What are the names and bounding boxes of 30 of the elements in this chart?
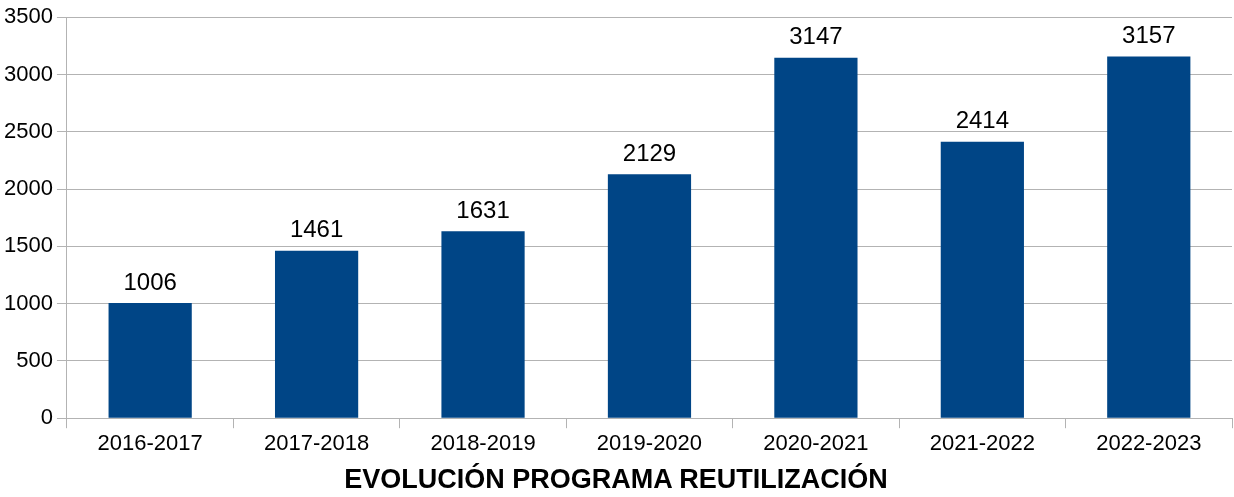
x-tick-label: 2020-2021	[763, 430, 869, 456]
y-tick-label: 1500	[3, 232, 53, 258]
y-tick-label: 500	[16, 346, 53, 372]
x-tick-label: 2021-2022	[929, 430, 1035, 456]
x-tick-label: 2018-2019	[430, 430, 536, 456]
y-tick-label: 1000	[3, 289, 53, 315]
text: EVOLUCIÓN PROGRAMA REUTILIZACIÓN	[344, 463, 888, 495]
data-label: 2414	[955, 106, 1010, 134]
y-tick-label: 3500	[3, 3, 53, 29]
y-tick-label: 2000	[3, 175, 53, 201]
y-tick-label: 0	[40, 404, 53, 430]
x-tick-label: 2016-2017	[97, 430, 203, 456]
x-tick-label: 2017-2018	[263, 430, 370, 456]
y-tick-label: 3000	[3, 60, 53, 86]
data-label: 1461	[289, 215, 344, 243]
bar	[774, 57, 858, 418]
bar	[441, 231, 525, 418]
data-label: 2129	[622, 138, 677, 166]
y-tick-label: 2500	[3, 117, 53, 143]
data-label: 1006	[123, 267, 177, 295]
data-label: 1631	[456, 195, 510, 223]
data-label: 3147	[789, 22, 843, 50]
bar	[108, 302, 192, 418]
x-tick-label: 2019-2020	[596, 430, 703, 456]
data-label: 3157	[1122, 21, 1176, 49]
bar	[940, 141, 1024, 418]
x-tick-label: 2022-2023	[1096, 430, 1202, 456]
bar	[274, 250, 359, 418]
bar	[1107, 56, 1191, 418]
bar	[607, 174, 692, 418]
